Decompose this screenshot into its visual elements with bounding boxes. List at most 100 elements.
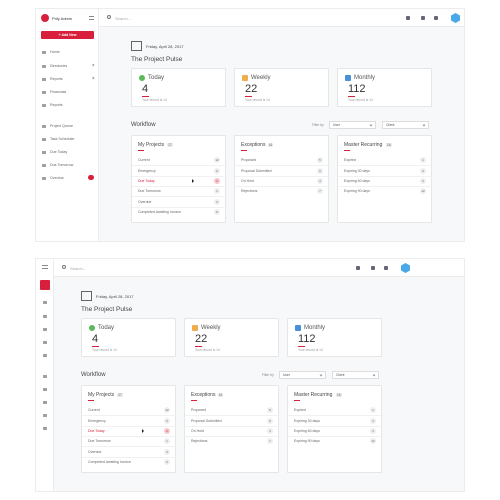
panel-row[interactable]: Current 12	[82, 405, 177, 414]
menu-item[interactable]	[36, 371, 54, 381]
panel-underline	[191, 399, 197, 401]
panel-underline	[344, 149, 350, 151]
pulse-card: Today 4 Your record is 14	[131, 68, 226, 107]
header-icon[interactable]	[384, 266, 388, 270]
menu-toggle[interactable]	[42, 265, 48, 269]
panel-row[interactable]: Expiring 60 days 3	[338, 175, 433, 185]
menu-item[interactable]	[36, 350, 54, 360]
search-icon	[107, 15, 111, 19]
add-button[interactable]: + Add New	[41, 31, 94, 39]
header-icon[interactable]	[434, 16, 438, 20]
row-label: Expiring 30 days	[294, 418, 320, 423]
row-badge: 3	[164, 448, 170, 455]
chevron	[91, 76, 95, 80]
workflow-title: Workflow	[81, 372, 106, 378]
header-icon[interactable]	[356, 266, 360, 270]
panel-row[interactable]: Current 12	[132, 155, 227, 164]
menu-item[interactable]	[36, 297, 54, 307]
menu-toggle[interactable]	[89, 16, 94, 20]
panel-row[interactable]: On Hold 4	[185, 425, 280, 435]
sidebar	[36, 259, 54, 491]
page-title: The Project Pulse	[131, 56, 183, 63]
row-badge: 12	[164, 406, 170, 413]
panel-row[interactable]: Expired 1	[338, 155, 433, 164]
menu-item[interactable]	[36, 337, 54, 347]
panel-row[interactable]: Expiring 30 days 4	[288, 415, 383, 424]
panel-title: Master Recurring	[344, 142, 383, 148]
pulse-icon	[139, 75, 145, 81]
panel-row[interactable]: Rejections 7	[235, 185, 330, 195]
panel-row[interactable]: Rejections 7	[185, 435, 280, 445]
menu-item[interactable]: Home	[36, 47, 99, 57]
menu-item[interactable]	[36, 384, 54, 394]
panel-row[interactable]: Expiring 90 days 12	[338, 185, 433, 195]
menu-item[interactable]	[36, 410, 54, 420]
panel-row[interactable]: Proposal Submitted 0	[185, 415, 280, 424]
avatar[interactable]	[401, 263, 410, 273]
row-label: Emergency	[138, 168, 156, 173]
panel-row[interactable]: Proposal Submitted 0	[235, 165, 330, 174]
header-icon[interactable]	[371, 266, 375, 270]
filter-dropdown[interactable]: Client	[332, 371, 379, 379]
panel-row[interactable]: Due Today 2	[82, 425, 177, 435]
panel-row[interactable]: Proposed 5	[235, 155, 330, 164]
panel-count: 27	[167, 142, 173, 147]
panel-row[interactable]: Emergency 0	[132, 165, 227, 174]
row-label: Overdue	[138, 199, 152, 204]
search-input[interactable]: Search...	[70, 265, 87, 271]
pulse-card: Monthly 112 Your record is 14	[287, 318, 382, 357]
menu-icon	[43, 327, 47, 331]
panel-row[interactable]: Overdue 3	[132, 196, 227, 205]
row-label: Current	[88, 407, 100, 412]
filter-dropdown[interactable]: User	[329, 121, 376, 129]
menu-item[interactable]: Directories	[36, 61, 99, 71]
panel-row[interactable]: Expired 1	[288, 405, 383, 414]
panel-row[interactable]: Expiring 90 days 12	[288, 435, 383, 445]
panel-row[interactable]: Expiring 30 days 4	[338, 165, 433, 174]
pulse-card: Weekly 22 Your record is 14	[184, 318, 279, 357]
panel-row[interactable]: Completed Awaiting Invoice 0	[132, 206, 227, 216]
pulse-value: 22	[195, 333, 208, 345]
panel-row[interactable]: Due Tomorrow 1	[132, 185, 227, 195]
header-icon[interactable]	[421, 16, 425, 20]
menu-item[interactable]: Overdue	[36, 173, 99, 183]
row-badge: 4	[267, 428, 273, 435]
panel-row[interactable]: Due Today 2	[132, 175, 227, 185]
add-button[interactable]	[40, 280, 50, 290]
row-label: Rejections	[191, 439, 208, 444]
panel-row[interactable]: Completed Awaiting Invoice 0	[82, 456, 177, 466]
panel-row[interactable]: Expiring 60 days 3	[288, 425, 383, 435]
header-icon[interactable]	[406, 16, 410, 20]
row-label: Due Today	[138, 179, 155, 184]
menu-item[interactable]: Financials	[36, 87, 99, 97]
menu-icon	[42, 176, 46, 180]
filter-dropdown[interactable]: User	[279, 371, 326, 379]
cursor	[142, 429, 144, 434]
menu-icon	[42, 50, 46, 54]
menu-item[interactable]: Due Today	[36, 147, 99, 157]
panel-row[interactable]: Emergency 0	[82, 415, 177, 424]
row-label: Expiring 60 days	[294, 429, 320, 434]
menu-item[interactable]: Task Scheduler	[36, 134, 99, 144]
panel-row[interactable]: Overdue 3	[82, 446, 177, 455]
panel-row[interactable]: Proposed 5	[185, 405, 280, 414]
row-label: Overdue	[88, 449, 102, 454]
panel-row[interactable]: On Hold 4	[235, 175, 330, 185]
menu-item[interactable]: Reports	[36, 74, 99, 84]
avatar[interactable]	[451, 13, 460, 23]
panel-title: Exceptions	[191, 392, 216, 398]
menu-item[interactable]: Project Queue	[36, 121, 99, 131]
panel-title: My Projects	[88, 392, 115, 398]
header: Search...	[54, 259, 464, 277]
menu-item[interactable]: Due Tomorrow	[36, 160, 99, 170]
menu-item[interactable]	[36, 311, 54, 321]
row-badge: 3	[420, 178, 426, 185]
menu-label: Directories	[50, 63, 68, 68]
menu-item[interactable]: Reports	[36, 100, 99, 110]
menu-item[interactable]	[36, 324, 54, 334]
panel-row[interactable]: Due Tomorrow 1	[82, 435, 177, 445]
menu-item[interactable]	[36, 423, 54, 433]
search-input[interactable]: Search...	[115, 15, 132, 21]
menu-item[interactable]	[36, 397, 54, 407]
filter-dropdown[interactable]: Client	[382, 121, 429, 129]
